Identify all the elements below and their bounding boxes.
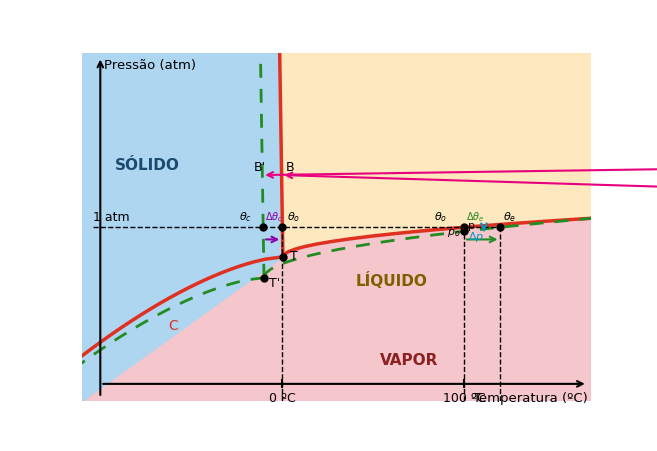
Text: $\Delta\theta_c$: $\Delta\theta_c$ (265, 210, 283, 224)
Polygon shape (28, 54, 283, 401)
Text: $\theta_e$: $\theta_e$ (503, 210, 516, 224)
Text: B': B' (253, 161, 265, 174)
Text: 0 ºC: 0 ºC (269, 391, 296, 404)
Text: $\theta_o$: $\theta_o$ (434, 210, 447, 224)
Text: LÍQUIDO: LÍQUIDO (355, 272, 427, 288)
Text: 100 ºC: 100 ºC (443, 391, 486, 404)
Text: B: B (286, 161, 294, 174)
Text: VAPOR: VAPOR (380, 352, 439, 367)
Text: $\Delta\theta_e$: $\Delta\theta_e$ (466, 210, 484, 224)
Text: 1 atm: 1 atm (93, 211, 129, 224)
Text: C: C (168, 318, 178, 332)
Polygon shape (82, 54, 591, 401)
Text: p: p (468, 221, 476, 230)
Text: Pressão (atm): Pressão (atm) (104, 60, 196, 72)
Text: Temperatura (ºC): Temperatura (ºC) (473, 391, 587, 404)
Polygon shape (28, 54, 283, 401)
Text: T: T (290, 249, 298, 262)
Polygon shape (280, 54, 657, 257)
Text: T': T' (269, 277, 281, 290)
Text: $\theta_c$: $\theta_c$ (238, 210, 252, 224)
Text: $\Delta p$: $\Delta p$ (468, 230, 484, 244)
Text: $p_o$: $p_o$ (447, 227, 461, 239)
Text: SÓLIDO: SÓLIDO (115, 158, 180, 173)
Text: $\theta_o$: $\theta_o$ (286, 210, 300, 224)
